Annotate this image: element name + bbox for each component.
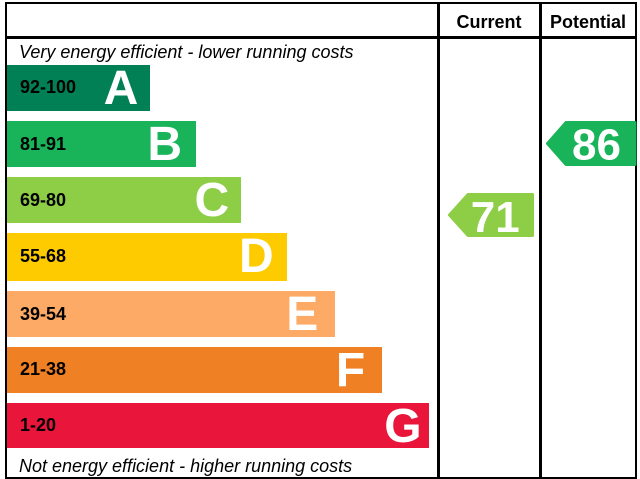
svg-text:71: 71 bbox=[471, 193, 520, 237]
svg-text:86: 86 bbox=[572, 121, 621, 166]
